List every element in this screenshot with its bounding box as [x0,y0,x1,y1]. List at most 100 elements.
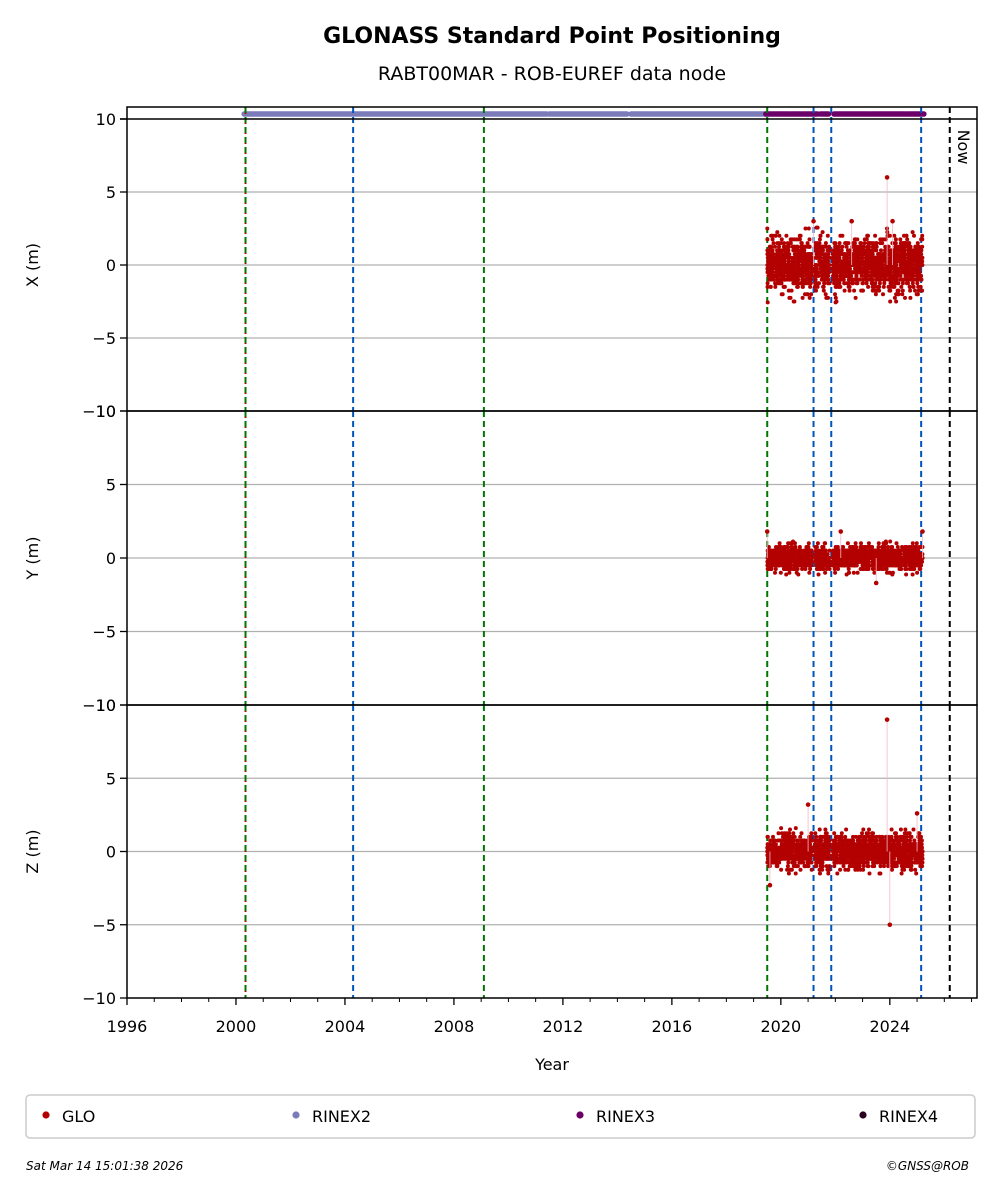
data-point [872,284,877,289]
data-point [908,295,913,300]
data-point [893,237,898,242]
data-point [823,827,828,832]
data-point [845,541,850,546]
data-point [902,831,907,836]
data-point [919,259,924,264]
data-point [916,288,921,293]
data-point [825,255,830,260]
data-point [851,281,855,286]
data-point [848,545,853,549]
data-point [781,834,786,839]
data-point [899,563,904,568]
data-point [889,827,894,832]
data-point [914,545,919,549]
data-point [849,218,854,224]
data-point [799,842,804,847]
data-point [779,867,784,872]
glo-series [765,717,925,928]
data-point [844,572,849,577]
data-point [778,570,783,575]
data-point [815,541,820,546]
data-point [824,266,829,271]
data-point [786,255,791,260]
data-point [914,292,919,297]
data-point [804,548,809,553]
data-point [807,570,812,575]
data-point [818,871,822,876]
data-point [772,548,777,553]
data-point [803,567,808,571]
data-point [837,255,842,260]
data-point [817,248,822,253]
data-point [795,284,800,289]
data-point [765,263,770,267]
data-point [895,552,900,557]
data-point [910,230,915,235]
data-point [813,273,817,278]
data-point [777,853,782,858]
data-point [781,273,786,278]
data-point [786,871,791,876]
data-point [860,556,865,560]
data-point [816,572,821,577]
data-point [821,288,826,293]
data-point [815,225,820,230]
data-point [904,545,909,549]
data-point [864,559,869,564]
data-point [835,548,840,553]
data-point [915,259,920,264]
data-point [768,845,773,850]
data-point [808,567,813,571]
data-point [786,860,791,865]
data-point [906,263,911,267]
data-point [883,252,888,257]
data-point [804,556,809,560]
data-point [791,255,796,260]
data-point [868,548,873,553]
data-point [769,233,774,238]
data-point [827,248,832,253]
data-point [906,241,911,246]
data-point [853,237,858,242]
data-point [899,567,904,571]
data-point [817,559,821,564]
data-point [917,838,922,843]
data-point [802,252,807,257]
data-point [808,552,813,557]
data-point [870,288,875,293]
data-point [904,259,909,264]
data-point [820,867,825,872]
data-point [899,252,904,257]
data-point [791,248,796,253]
data-point [866,233,870,238]
data-point [788,263,793,267]
data-point [824,270,829,275]
data-point [818,255,823,260]
data-point [795,563,800,568]
data-point [818,834,823,839]
data-point [797,860,802,865]
data-point [773,284,778,289]
data-point [818,233,823,238]
data-point [908,248,912,253]
data-point [887,570,891,575]
data-point [810,255,815,260]
data-point [852,552,856,557]
data-point [907,270,911,275]
data-point [833,295,838,300]
data-point [918,273,923,278]
data-point [777,270,782,275]
data-point [898,827,903,832]
data-point [795,263,800,267]
data-point [873,281,878,286]
data-point [808,838,813,843]
data-point [877,871,882,876]
data-point [796,237,801,242]
data-point [799,241,804,246]
data-point [894,541,899,546]
data-point [791,842,796,847]
data-point [791,831,796,836]
data-point [773,856,778,861]
